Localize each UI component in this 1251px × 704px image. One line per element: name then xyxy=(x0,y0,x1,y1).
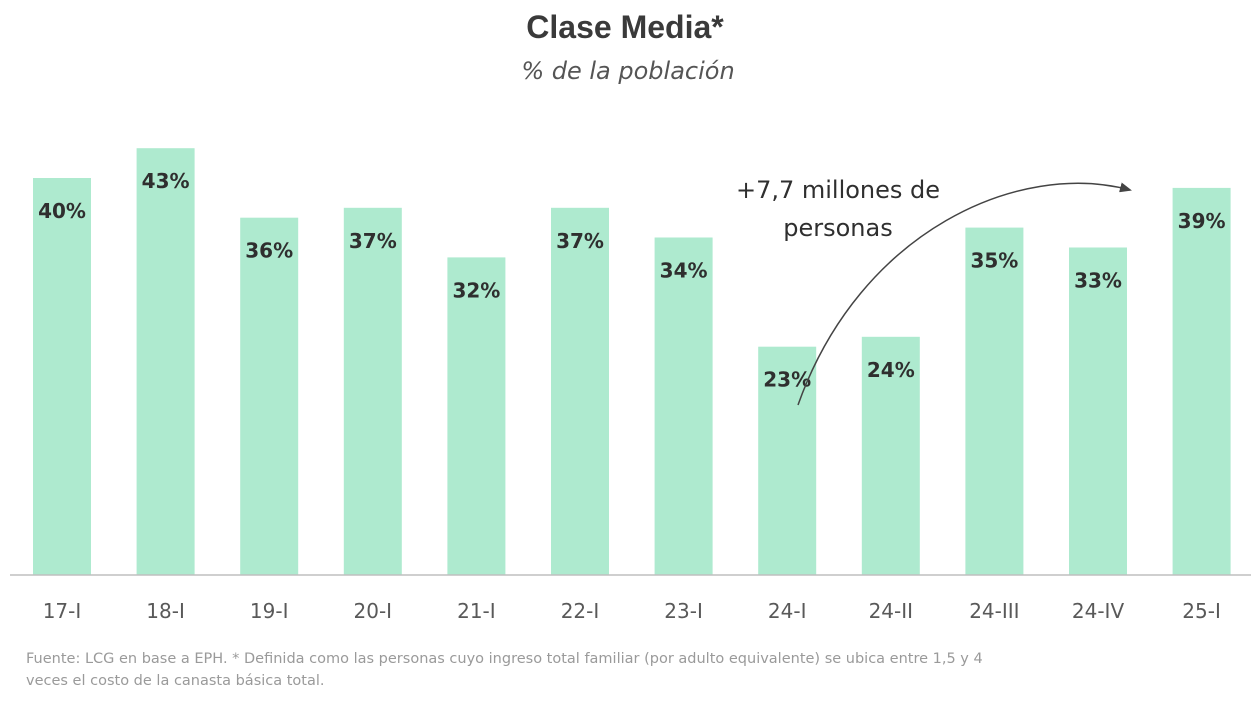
bar-24-IV xyxy=(1069,247,1127,575)
bar-24-II xyxy=(861,336,920,575)
x-tick-label-24-IV: 24-IV xyxy=(1072,599,1125,623)
x-tick-label-25-I: 25-I xyxy=(1182,599,1221,623)
annotation-arrow xyxy=(797,182,1132,406)
footnote-line-2: veces el costo de la canasta básica tota… xyxy=(26,673,325,689)
data-label-17-I: 40% xyxy=(38,199,86,223)
x-tick-label-24-III: 24-III xyxy=(969,599,1019,623)
data-label-19-I: 36% xyxy=(245,239,293,263)
footnote-line-1: Fuente: LCG en base a EPH. * Definida co… xyxy=(26,651,983,667)
x-tick-label-21-I: 21-I xyxy=(457,599,496,623)
data-label-22-I: 37% xyxy=(556,229,604,253)
data-label-24-II: 24% xyxy=(867,358,915,382)
data-label-20-I: 37% xyxy=(349,229,397,253)
x-tick-label-23-I: 23-I xyxy=(664,599,703,623)
annotation-line-1: +7,7 millones de xyxy=(736,176,940,204)
chart-title: Clase Media* xyxy=(526,9,724,45)
x-tick-label-17-I: 17-I xyxy=(43,599,82,623)
x-tick-label-19-I: 19-I xyxy=(250,599,289,623)
footnote: Fuente: LCG en base a EPH. * Definida co… xyxy=(26,648,1206,692)
bar-22-I xyxy=(551,207,609,576)
bar-23-I xyxy=(654,237,713,575)
x-axis-ticks: 17-I 18-I 19-I 20-I 21-I 22-I 23-I 24-I 24-II 24-… xyxy=(43,599,1221,623)
x-tick-label-20-I: 20-I xyxy=(354,599,393,623)
annotation-line-2: personas xyxy=(783,214,892,242)
bar-18-I xyxy=(136,148,195,575)
x-tick-label-24-I: 24-I xyxy=(768,599,807,623)
bar-21-I xyxy=(447,257,506,575)
x-tick-label-18-I: 18-I xyxy=(146,599,185,623)
bars xyxy=(33,148,1231,576)
data-label-24-I: 23% xyxy=(763,368,811,392)
bar-19-I xyxy=(240,217,299,575)
data-label-24-IV: 33% xyxy=(1074,269,1122,293)
data-label-23-I: 34% xyxy=(660,259,708,283)
bar-25-I xyxy=(1172,187,1231,575)
bar-17-I xyxy=(33,178,91,575)
bar-20-I xyxy=(343,207,402,576)
x-tick-label-24-II: 24-II xyxy=(869,599,913,623)
data-labels: 40% 43% 36% 37% 32% 37% 34% 23% 24% 35% 33% 39% xyxy=(38,169,1225,392)
x-tick-label-22-I: 22-I xyxy=(561,599,600,623)
data-label-18-I: 43% xyxy=(142,169,190,193)
data-label-25-I: 39% xyxy=(1178,209,1226,233)
bar-24-III xyxy=(965,227,1024,575)
data-label-24-III: 35% xyxy=(970,249,1018,273)
chart-subtitle: % de la población xyxy=(521,57,734,85)
data-label-21-I: 32% xyxy=(452,278,500,302)
